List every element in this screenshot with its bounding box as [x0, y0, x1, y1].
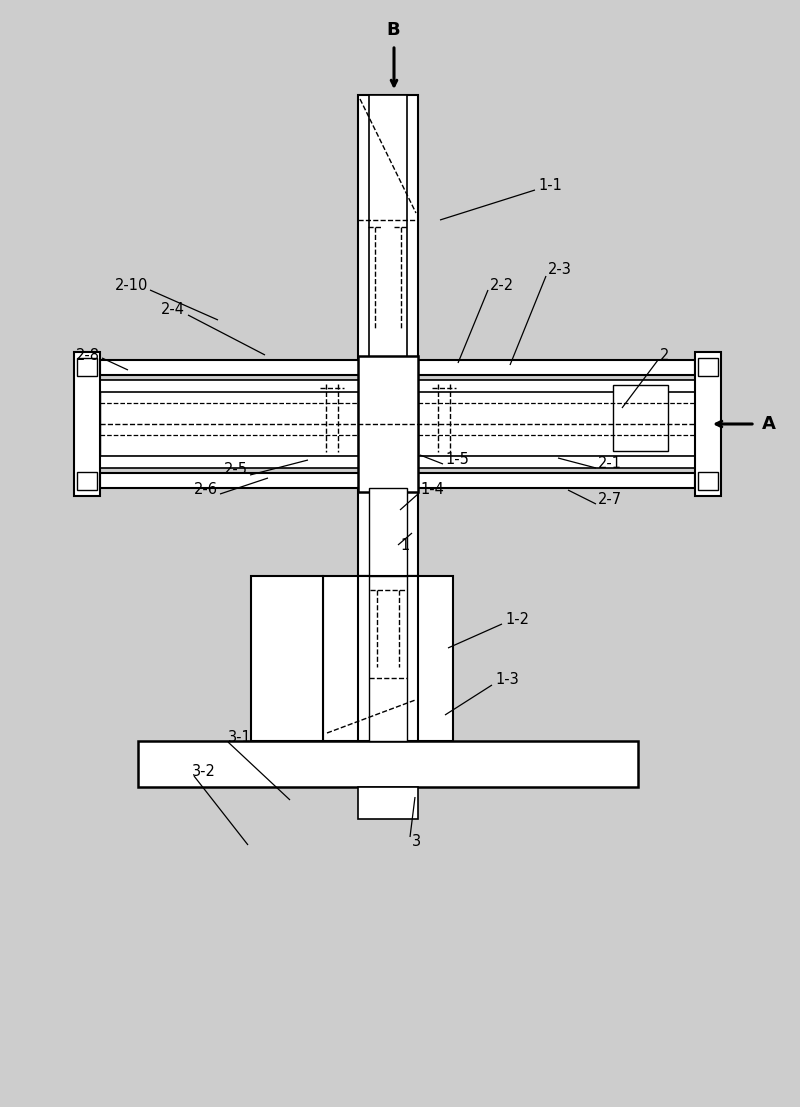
Bar	[613, 385, 668, 451]
Text: 2-8: 2-8	[76, 348, 100, 362]
Text: 2-7: 2-7	[598, 493, 622, 507]
Text: 3: 3	[412, 835, 421, 849]
Bar	[418, 380, 695, 456]
Text: 1-3: 1-3	[495, 672, 518, 687]
Bar	[698, 472, 718, 490]
Bar	[358, 488, 418, 576]
Bar	[100, 456, 695, 468]
Bar	[698, 358, 718, 376]
Text: 2-5: 2-5	[224, 463, 248, 477]
Text: 2-2: 2-2	[490, 278, 514, 292]
Bar	[251, 576, 323, 741]
Text: 1-1: 1-1	[538, 177, 562, 193]
Text: 2-3: 2-3	[548, 262, 572, 278]
Text: A: A	[762, 415, 776, 433]
Bar	[358, 576, 418, 741]
Text: 1-2: 1-2	[505, 612, 529, 628]
Text: 2: 2	[660, 348, 670, 362]
Bar	[77, 472, 97, 490]
Bar	[358, 787, 418, 819]
Bar	[74, 352, 100, 496]
Bar	[695, 352, 721, 496]
Bar	[100, 473, 695, 488]
Text: 2-10: 2-10	[114, 278, 148, 292]
Bar	[323, 576, 453, 741]
Text: 2-6: 2-6	[194, 483, 218, 497]
Bar	[100, 360, 695, 375]
Bar	[77, 358, 97, 376]
Bar	[369, 576, 407, 741]
Text: 1: 1	[400, 538, 410, 552]
Bar	[138, 741, 638, 787]
Text: 2-4: 2-4	[161, 302, 185, 318]
Bar	[358, 356, 418, 492]
Text: B: B	[386, 21, 400, 39]
Bar	[100, 380, 695, 392]
Bar	[100, 380, 358, 456]
Bar	[358, 95, 418, 360]
Text: 1-5: 1-5	[445, 453, 469, 467]
Bar	[369, 488, 407, 576]
Bar	[369, 95, 407, 360]
Text: 2-1: 2-1	[598, 456, 622, 472]
Text: 3-2: 3-2	[192, 765, 216, 779]
Text: 3-1: 3-1	[228, 731, 252, 745]
Text: 1-4: 1-4	[420, 483, 444, 497]
